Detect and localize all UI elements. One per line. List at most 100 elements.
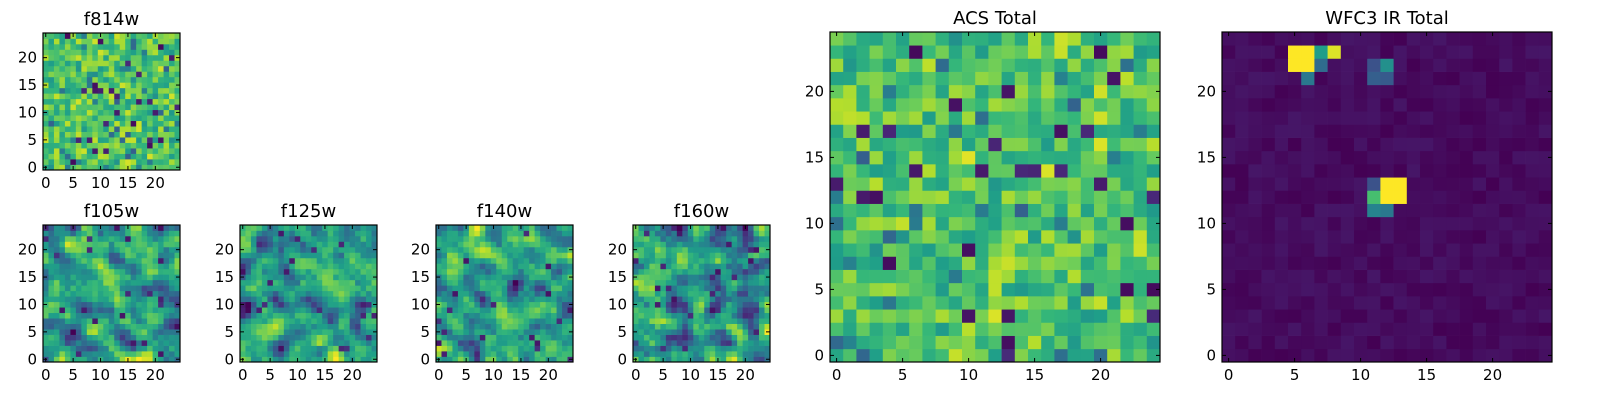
heatmap-cell (490, 252, 497, 259)
heatmap-cell (1472, 190, 1487, 204)
heatmap-cell (1288, 111, 1302, 125)
heatmap-cell (1080, 296, 1095, 310)
heatmap-cell (1433, 84, 1447, 99)
heatmap-cell (86, 263, 93, 270)
heatmap-cell (540, 323, 546, 330)
heatmap-cell (311, 356, 318, 363)
heatmap-cell (441, 268, 448, 275)
heatmap-cell (327, 252, 334, 259)
heatmap-cell (638, 285, 645, 292)
heatmap-cell (1420, 269, 1434, 284)
heatmap-cell (856, 243, 870, 257)
heatmap-cell (1261, 137, 1276, 152)
heatmap-cell (693, 257, 700, 264)
heatmap-cell (81, 230, 88, 237)
heatmap-cell (463, 351, 470, 357)
heatmap-cell (633, 334, 639, 341)
heatmap-cell (70, 340, 77, 346)
heatmap-cell (988, 269, 1002, 284)
heatmap-cell (1054, 269, 1068, 284)
heatmap-cell (638, 323, 645, 330)
heatmap-cell (240, 340, 246, 346)
heatmap-cell (158, 296, 164, 303)
heatmap-cell (163, 164, 170, 171)
heatmap-cell (103, 120, 110, 127)
heatmap-cell (333, 235, 339, 242)
heatmap-cell (1393, 282, 1408, 297)
heatmap-cell (158, 93, 164, 100)
heatmap-cell (75, 225, 82, 231)
heatmap-cell (64, 115, 71, 122)
heatmap-cell (75, 33, 82, 39)
heatmap-cell (43, 334, 49, 341)
heatmap-cell (830, 177, 844, 191)
heatmap-cell (856, 32, 870, 46)
heatmap-cell (174, 345, 181, 352)
heatmap-cell (720, 241, 727, 248)
heatmap-cell (988, 203, 1002, 218)
heatmap-cell (507, 252, 514, 259)
heatmap-cell (125, 307, 132, 314)
heatmap-cell (141, 60, 148, 67)
heatmap-cell (48, 246, 55, 253)
heatmap-cell (1525, 296, 1540, 310)
heatmap-cell (1080, 348, 1095, 363)
heatmap-cell (1222, 243, 1236, 257)
heatmap-cell (125, 148, 132, 154)
heatmap-cell (70, 351, 77, 357)
heatmap-cell (1512, 256, 1526, 270)
heatmap-cell (75, 329, 82, 335)
heatmap-cell (665, 323, 672, 330)
heatmap-cell (660, 290, 667, 297)
heatmap-cell (638, 307, 645, 314)
heatmap-cell (141, 142, 148, 149)
heatmap-cell (174, 159, 181, 165)
heatmap-cell (468, 290, 475, 297)
heatmap-cell (737, 356, 743, 363)
heatmap-cell (174, 235, 181, 242)
heatmap-cell (86, 329, 93, 335)
heatmap-cell (479, 290, 486, 297)
heatmap-cell (1248, 282, 1262, 297)
heatmap-cell (676, 241, 683, 248)
heatmap-cell (75, 126, 82, 132)
heatmap-cell (1301, 269, 1315, 284)
heatmap-cell (1446, 137, 1460, 152)
heatmap-cell (567, 296, 574, 303)
heatmap-cell (59, 71, 66, 78)
heatmap-cell (108, 252, 115, 259)
heatmap-cell (1120, 71, 1134, 86)
heatmap-cell (305, 279, 312, 286)
heatmap-cell (759, 318, 765, 324)
heatmap-cell (988, 32, 1002, 46)
heatmap-cell (48, 323, 55, 330)
heatmap-cell (441, 257, 448, 264)
heatmap-cell (759, 290, 765, 297)
heatmap-cell (518, 301, 525, 308)
heatmap-cell (305, 285, 312, 292)
heatmap-cell (152, 148, 159, 154)
heatmap-cell (75, 246, 82, 253)
heatmap-cell (152, 49, 159, 56)
heatmap-cell (316, 263, 323, 270)
heatmap-cell (545, 290, 552, 297)
heatmap-cell (305, 252, 312, 259)
heatmap-cell (512, 323, 519, 330)
heatmap-cell (753, 279, 760, 286)
heatmap-cell (119, 148, 126, 154)
heatmap-cell (360, 279, 367, 286)
heatmap-cell (1248, 296, 1262, 310)
heatmap-cell (70, 82, 77, 89)
heatmap-cell (338, 318, 345, 324)
heatmap-cell (289, 334, 296, 341)
heatmap-cell (1274, 322, 1289, 336)
heatmap-cell (114, 87, 121, 94)
heatmap-cell (1235, 150, 1249, 165)
heatmap-cell (108, 345, 115, 352)
heatmap-cell (988, 137, 1002, 152)
heatmap-cell (698, 230, 705, 237)
heatmap-cell (1393, 243, 1408, 257)
heatmap-cell (119, 49, 126, 56)
heatmap-cell (1041, 335, 1055, 350)
heatmap-cell (523, 340, 530, 346)
